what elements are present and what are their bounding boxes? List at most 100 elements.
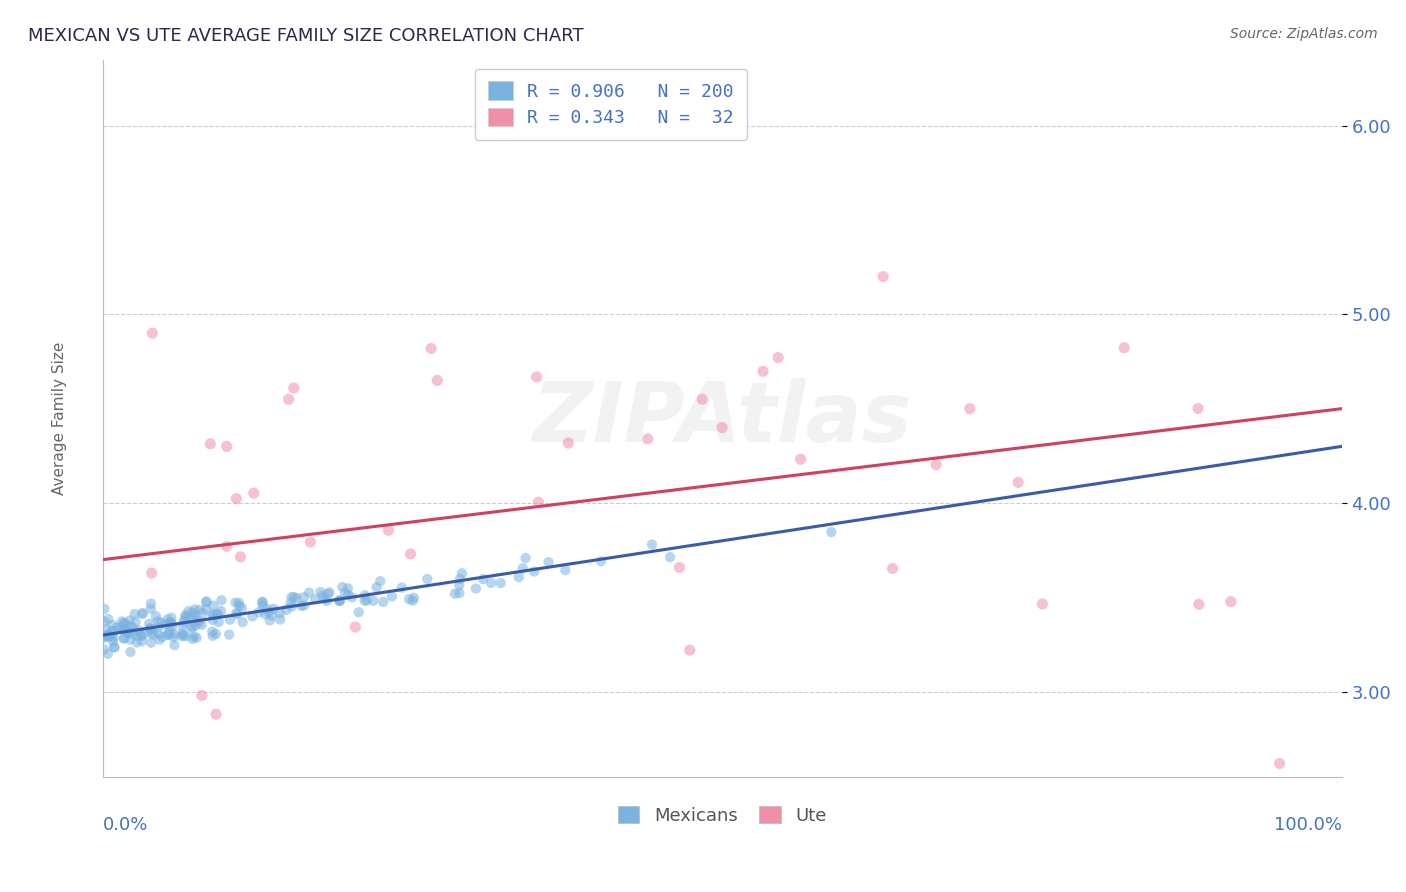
Point (141, 626, 163, 640)
Point (426, 373, 449, 387)
Point (205, 707, 228, 722)
Point (98, 628, 121, 642)
Point (205, 627, 228, 641)
Point (129, 627, 152, 641)
Point (163, 638, 186, 652)
Point (337, 588, 360, 602)
Point (402, 593, 425, 607)
Point (872, 269, 894, 284)
Point (449, 586, 471, 600)
Point (263, 601, 285, 615)
Point (103, 640, 125, 654)
Point (537, 555, 560, 569)
Point (925, 458, 948, 472)
Point (124, 607, 146, 621)
Point (318, 585, 340, 599)
Point (131, 607, 153, 621)
Point (252, 595, 274, 609)
Point (112, 620, 135, 634)
Point (163, 627, 186, 641)
Point (114, 615, 136, 630)
Point (174, 608, 197, 623)
Point (1188, 598, 1211, 612)
Point (174, 629, 197, 643)
Point (508, 570, 530, 584)
Point (280, 590, 302, 604)
Point (173, 613, 195, 627)
Point (115, 624, 138, 638)
Point (332, 580, 354, 594)
Point (112, 616, 135, 631)
Point (299, 535, 322, 549)
Point (181, 621, 204, 635)
Point (1031, 597, 1053, 611)
Point (789, 452, 811, 467)
Point (269, 613, 291, 627)
Point (183, 611, 205, 625)
Point (103, 631, 125, 645)
Point (363, 593, 385, 607)
Point (121, 621, 143, 635)
Point (190, 617, 212, 632)
Point (112, 632, 135, 646)
Point (356, 593, 378, 607)
Text: ZIPAtlas: ZIPAtlas (533, 377, 912, 458)
Point (659, 550, 682, 565)
Point (121, 627, 143, 641)
Point (96, 622, 118, 636)
Point (512, 561, 534, 575)
Point (254, 607, 277, 622)
Point (347, 605, 370, 619)
Point (105, 620, 128, 634)
Point (145, 609, 167, 624)
Point (354, 588, 377, 602)
Legend: Mexicans, Ute: Mexicans, Ute (610, 799, 834, 832)
Point (472, 572, 495, 586)
Point (257, 605, 280, 619)
Point (381, 590, 404, 604)
Point (124, 615, 146, 629)
Point (148, 627, 170, 641)
Point (174, 609, 197, 624)
Point (304, 592, 326, 607)
Point (259, 613, 281, 627)
Point (112, 631, 135, 645)
Point (283, 590, 305, 604)
Point (96, 628, 118, 642)
Point (187, 614, 209, 628)
Point (93, 631, 115, 645)
Point (377, 523, 399, 537)
Point (752, 364, 775, 378)
Point (115, 625, 138, 640)
Point (1219, 595, 1241, 609)
Point (373, 595, 395, 609)
Point (183, 602, 205, 616)
Point (353, 593, 375, 607)
Point (118, 625, 141, 640)
Point (228, 599, 250, 613)
Point (399, 547, 422, 561)
Point (150, 615, 173, 630)
Point (118, 624, 141, 638)
Point (368, 574, 391, 588)
Point (207, 607, 229, 621)
Point (285, 591, 308, 606)
Point (283, 381, 305, 395)
Point (224, 596, 246, 610)
Point (155, 617, 177, 632)
Point (311, 589, 333, 603)
Point (344, 620, 367, 634)
Point (226, 607, 249, 621)
Point (315, 594, 337, 608)
Point (402, 591, 425, 605)
Text: 0.0%: 0.0% (103, 816, 148, 834)
Point (219, 613, 242, 627)
Point (188, 603, 211, 617)
Point (232, 615, 254, 629)
Point (108, 622, 131, 636)
Point (159, 615, 181, 630)
Point (449, 578, 471, 592)
Point (191, 689, 214, 703)
Point (96, 629, 118, 643)
Point (391, 581, 413, 595)
